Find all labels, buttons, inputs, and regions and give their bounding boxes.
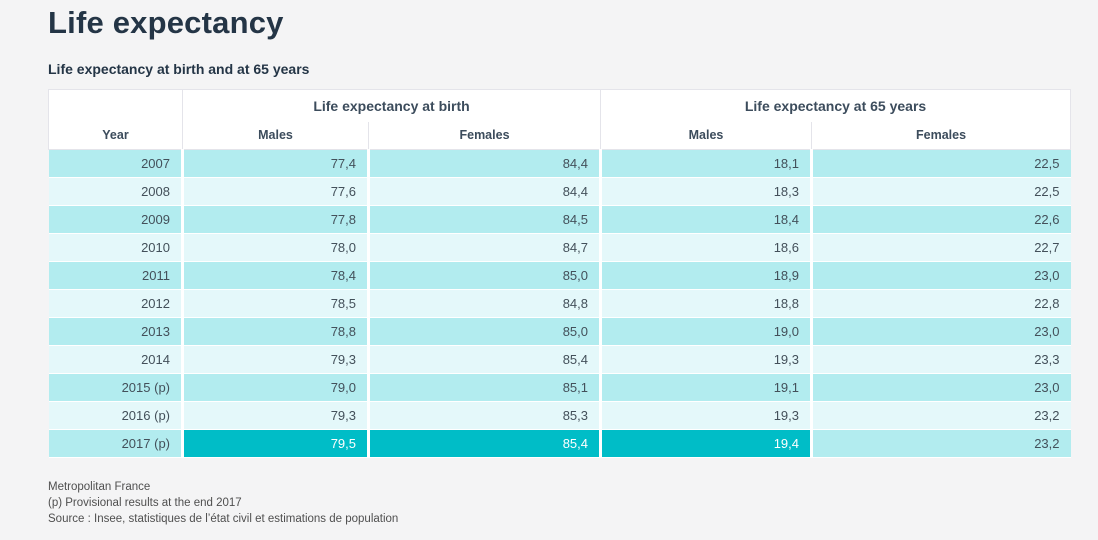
value-cell: 78,8	[182, 317, 370, 347]
value-cell: 79,3	[182, 401, 370, 431]
table-row: 2015 (p) 79,0 85,1 19,1 23,0	[48, 373, 1071, 403]
value-cell: 85,3	[368, 401, 603, 431]
table-body: 2007 77,4 84,4 18,1 22,5 2008 77,6 84,4 18,3 22,5…	[48, 149, 1071, 459]
value-cell: 19,0	[600, 317, 814, 347]
value-cell: 84,4	[368, 177, 603, 207]
year-cell: 2014	[48, 345, 184, 375]
footnotes: Metropolitan France (p) Provisional resu…	[48, 480, 1070, 528]
value-cell: 78,5	[182, 289, 370, 319]
value-cell: 78,0	[182, 233, 370, 263]
value-cell: 85,4	[368, 345, 603, 375]
value-cell: 23,0	[811, 261, 1071, 291]
footnote-scope: Metropolitan France	[48, 481, 151, 494]
value-cell: 85,0	[368, 317, 603, 347]
value-cell: 77,4	[182, 149, 370, 179]
table-row: 2011 78,4 85,0 18,9 23,0	[48, 261, 1071, 291]
value-cell: 78,4	[182, 261, 370, 291]
life-expectancy-table: Life expectancy at birth Life expectancy…	[48, 89, 1072, 459]
value-cell: 23,2	[811, 401, 1071, 431]
footnote-provisional: (p) Provisional results at the end 2017	[48, 496, 242, 509]
value-cell: 19,3	[600, 345, 814, 375]
value-cell: 77,6	[182, 177, 370, 207]
value-cell: 85,0	[368, 261, 603, 291]
column-header-year: Year	[48, 121, 183, 151]
year-cell: 2012	[48, 289, 184, 319]
value-cell: 77,8	[182, 205, 370, 235]
value-cell: 18,3	[600, 177, 814, 207]
value-cell: 19,4	[600, 429, 814, 459]
table-row: 2009 77,8 84,5 18,4 22,6	[48, 205, 1071, 235]
group-header-row: Life expectancy at birth Life expectancy…	[48, 89, 1072, 122]
value-cell: 84,4	[368, 149, 603, 179]
value-cell: 23,0	[811, 317, 1071, 347]
year-cell: 2015 (p)	[48, 373, 184, 403]
table-row: 2013 78,8 85,0 19,0 23,0	[48, 317, 1071, 347]
value-cell: 23,2	[811, 429, 1071, 459]
year-cell: 2009	[48, 205, 184, 235]
year-cell: 2010	[48, 233, 184, 263]
value-cell: 18,8	[600, 289, 814, 319]
table-row: 2010 78,0 84,7 18,6 22,7	[48, 233, 1071, 263]
column-header-65-females: Females	[811, 121, 1072, 151]
table-row: 2007 77,4 84,4 18,1 22,5	[48, 149, 1071, 179]
value-cell: 79,0	[182, 373, 370, 403]
value-cell: 23,3	[811, 345, 1071, 375]
value-cell: 18,1	[600, 149, 814, 179]
value-cell: 18,9	[600, 261, 814, 291]
value-cell: 84,7	[368, 233, 603, 263]
table-row: 2017 (p) 79,5 85,4 19,4 23,2	[48, 429, 1071, 459]
column-header-birth-males: Males	[182, 121, 369, 151]
group-header-65-years: Life expectancy at 65 years	[600, 89, 1072, 122]
table-header: Life expectancy at birth Life expectancy…	[48, 89, 1072, 151]
value-cell: 23,0	[811, 373, 1071, 403]
table-row: 2014 79,3 85,4 19,3 23,3	[48, 345, 1071, 375]
value-cell: 84,8	[368, 289, 603, 319]
year-cell: 2008	[48, 177, 184, 207]
column-header-row: Year Males Females Males Females	[48, 121, 1072, 151]
page-title: Life expectancy	[48, 5, 284, 40]
value-cell: 18,4	[600, 205, 814, 235]
year-cell: 2016 (p)	[48, 401, 184, 431]
footnote-source: Source : Insee, statistiques de l’état c…	[48, 512, 399, 525]
value-cell: 22,6	[811, 205, 1071, 235]
table-subtitle: Life expectancy at birth and at 65 years	[48, 61, 310, 78]
value-cell: 85,4	[368, 429, 603, 459]
value-cell: 85,1	[368, 373, 603, 403]
group-header-year-spacer	[48, 89, 183, 122]
value-cell: 19,1	[600, 373, 814, 403]
column-header-birth-females: Females	[367, 121, 602, 151]
year-cell: 2017 (p)	[48, 429, 184, 459]
table-row: 2016 (p) 79,3 85,3 19,3 23,2	[48, 401, 1071, 431]
value-cell: 19,3	[600, 401, 814, 431]
year-cell: 2007	[48, 149, 184, 179]
column-header-65-males: Males	[600, 121, 813, 151]
page-container: Life expectancy Life expectancy at birth…	[48, 5, 1072, 528]
group-header-birth: Life expectancy at birth	[181, 89, 602, 122]
year-cell: 2011	[48, 261, 184, 291]
value-cell: 22,7	[811, 233, 1071, 263]
value-cell: 84,5	[368, 205, 603, 235]
value-cell: 22,8	[811, 289, 1071, 319]
table-row: 2012 78,5 84,8 18,8 22,8	[48, 289, 1071, 319]
value-cell: 79,5	[182, 429, 370, 459]
value-cell: 22,5	[811, 177, 1071, 207]
table-row: 2008 77,6 84,4 18,3 22,5	[48, 177, 1071, 207]
value-cell: 18,6	[600, 233, 814, 263]
year-cell: 2013	[48, 317, 184, 347]
value-cell: 22,5	[811, 149, 1071, 179]
value-cell: 79,3	[182, 345, 370, 375]
